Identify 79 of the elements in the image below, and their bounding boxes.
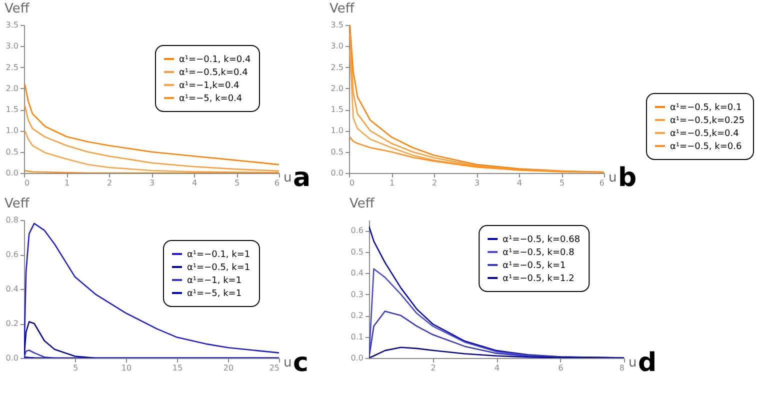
legend-label: α¹=−0.5, k=1 bbox=[187, 263, 250, 273]
legend-label: α¹=−0.5, k=0.8 bbox=[502, 248, 575, 258]
legend-label: α¹=−0.5, k=0.1 bbox=[670, 103, 742, 113]
y-tick-label: 2.5 bbox=[330, 62, 344, 72]
legend-label: α¹=−1, k=1 bbox=[187, 276, 242, 286]
y-tick-label: 0.4 bbox=[350, 268, 364, 278]
x-tick-label: 5 bbox=[559, 178, 565, 188]
y-axis-title: Veff bbox=[4, 196, 30, 212]
y-tick-label: 0.6 bbox=[350, 226, 364, 236]
y-tick-label: 0.5 bbox=[350, 247, 364, 256]
legend-label: α¹=−1,k=0.4 bbox=[179, 81, 240, 91]
y-axis-title: Veff bbox=[4, 2, 30, 16]
legend-label: α¹=−0.5, k=0.68 bbox=[502, 235, 580, 245]
y-tick-label: 2.0 bbox=[6, 84, 18, 93]
text: b bbox=[618, 163, 637, 193]
x-tick-label: 15 bbox=[172, 364, 183, 372]
legend-label: α¹=−5, k=0.4 bbox=[179, 94, 242, 104]
x-tick-label: 4 bbox=[192, 178, 198, 188]
y-axis-title: Veff bbox=[350, 196, 376, 212]
y-tick-label: 1.5 bbox=[6, 105, 18, 114]
x-tick-label: 2 bbox=[430, 364, 436, 372]
legend-label: α¹=−5, k=1 bbox=[187, 289, 242, 299]
x-axis-title: u bbox=[628, 356, 637, 370]
y-tick-label: 2.5 bbox=[6, 62, 18, 72]
x-tick-label: 8 bbox=[619, 364, 624, 372]
legend-label: α¹=−0.5,k=0.4 bbox=[179, 68, 248, 78]
x-tick-label: 3 bbox=[149, 178, 155, 188]
text: d bbox=[638, 348, 657, 378]
y-tick-label: 0.0 bbox=[6, 354, 18, 362]
y-tick-label: 0.3 bbox=[350, 290, 364, 299]
y-tick-label: 0.1 bbox=[350, 332, 364, 342]
y-tick-label: 0.0 bbox=[350, 354, 364, 362]
x-tick-label: 6 bbox=[599, 178, 604, 188]
y-tick-label: 0.5 bbox=[330, 147, 344, 156]
x-tick-label: 5 bbox=[234, 178, 240, 188]
x-axis-title: u bbox=[284, 356, 292, 370]
x-tick-label: 4 bbox=[516, 178, 522, 188]
x-tick-label: 2 bbox=[432, 178, 438, 188]
x-axis-title: u bbox=[608, 170, 617, 186]
y-tick-label: 1.5 bbox=[330, 105, 344, 114]
y-tick-label: 2.0 bbox=[330, 84, 344, 93]
y-tick-label: 3.0 bbox=[330, 42, 344, 51]
y-axis-title: Veff bbox=[330, 2, 356, 16]
x-tick-label: 5 bbox=[72, 364, 78, 372]
x-tick-label: 20 bbox=[223, 364, 234, 372]
legend-label: α¹=−0.5, k=1 bbox=[502, 261, 566, 271]
x-tick-label: 10 bbox=[121, 364, 132, 372]
text: a bbox=[293, 163, 311, 193]
x-tick-label: 25 bbox=[269, 364, 280, 372]
y-tick-label: 0.0 bbox=[6, 168, 18, 178]
y-tick-label: 0.8 bbox=[6, 216, 18, 224]
x-tick-label: 6 bbox=[558, 364, 564, 372]
legend-label: α¹=−0.1, k=1 bbox=[187, 250, 250, 260]
y-tick-label: 3.0 bbox=[6, 42, 18, 51]
y-tick-label: 0.2 bbox=[6, 319, 18, 328]
legend-label: α¹=−0.1, k=0.4 bbox=[179, 55, 251, 65]
x-tick-label: 4 bbox=[494, 364, 500, 372]
legend-label: α¹=−0.5,k=0.4 bbox=[670, 129, 740, 139]
y-tick-label: 0.6 bbox=[6, 250, 18, 259]
x-tick-label: 1 bbox=[389, 178, 395, 188]
x-tick-label: 2 bbox=[106, 178, 112, 188]
x-tick-label: 1 bbox=[64, 178, 70, 188]
legend-label: α¹=−0.5, k=0.6 bbox=[670, 142, 742, 152]
y-tick-label: 3.5 bbox=[6, 20, 18, 30]
legend-label: α¹=−0.5, k=1.2 bbox=[502, 274, 574, 284]
y-tick-label: 0.4 bbox=[6, 284, 18, 294]
x-axis-title: u bbox=[284, 170, 292, 186]
x-tick-label: 3 bbox=[474, 178, 480, 188]
y-tick-label: 0.2 bbox=[350, 311, 364, 320]
x-tick-label: 0 bbox=[24, 178, 30, 188]
y-tick-label: 0.0 bbox=[330, 168, 344, 178]
x-tick-label: 0 bbox=[350, 178, 355, 188]
y-tick-label: 1.0 bbox=[330, 126, 344, 136]
y-tick-label: 3.5 bbox=[330, 20, 344, 30]
text: c bbox=[293, 348, 308, 378]
x-tick-label: 6 bbox=[274, 178, 280, 188]
y-tick-label: 0.5 bbox=[6, 147, 18, 156]
legend-label: α¹=−0.5,k=0.25 bbox=[670, 116, 745, 126]
y-tick-label: 1.0 bbox=[6, 126, 18, 136]
